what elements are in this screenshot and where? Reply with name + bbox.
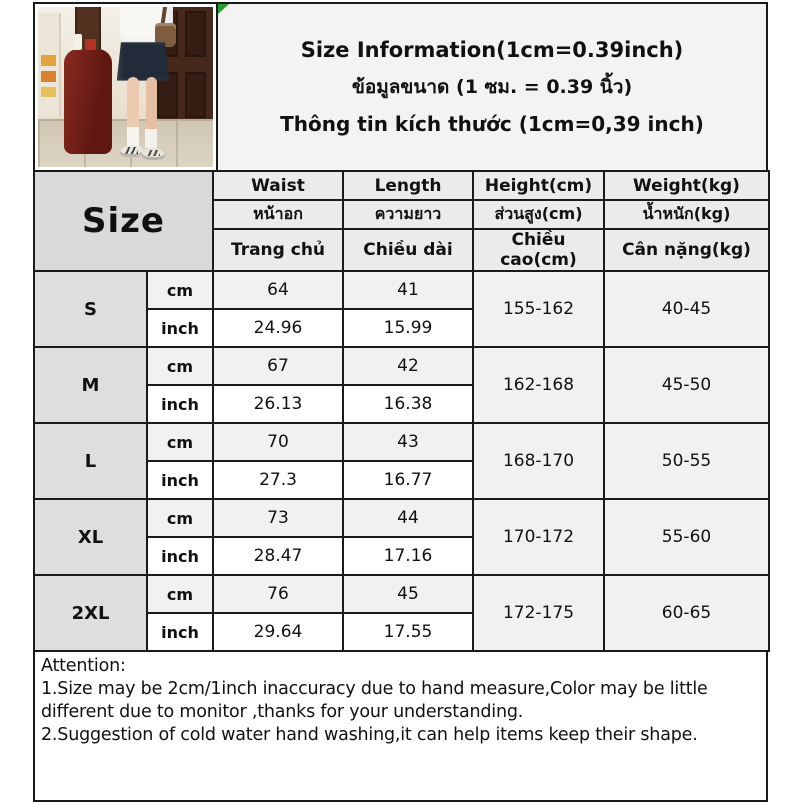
photo-can (85, 39, 96, 51)
length-cm-value: 45 (342, 574, 474, 614)
waist-inch-value: 28.47 (212, 536, 344, 576)
col-header-length-th: ความยาว (342, 199, 474, 230)
model-photo-cell (35, 4, 218, 170)
photo-box (40, 87, 57, 97)
length-inch-value: 16.77 (342, 460, 474, 500)
weight-range: 50-55 (603, 422, 770, 500)
unit-inch: inch (146, 536, 214, 576)
waist-cm-value: 73 (212, 498, 344, 538)
unit-inch: inch (146, 612, 214, 652)
size-label: M (33, 346, 148, 424)
length-inch-value: 15.99 (342, 308, 474, 348)
waist-inch-value: 26.13 (212, 384, 344, 424)
photo-person-leg (127, 77, 139, 132)
photo-person-leg (145, 77, 157, 134)
size-chart-sheet: Size Information(1cm=0.39inch) ข้อมูลขนา… (33, 2, 770, 802)
unit-cm: cm (146, 498, 214, 538)
height-range: 155-162 (472, 270, 605, 348)
size-label: XL (33, 498, 148, 576)
waist-inch-value: 29.64 (212, 612, 344, 652)
waist-cm-value: 70 (212, 422, 344, 462)
attention-heading: Attention: (41, 656, 126, 676)
attention-line-2: 2.Suggestion of cold water hand washing,… (41, 725, 698, 746)
weight-range: 40-45 (603, 270, 770, 348)
waist-cm-value: 64 (212, 270, 344, 310)
length-inch-value: 17.55 (342, 612, 474, 652)
height-range: 170-172 (472, 498, 605, 576)
title-block: Size Information(1cm=0.39inch) ข้อมูลขนา… (218, 4, 766, 170)
size-label: 2XL (33, 574, 148, 652)
length-cm-value: 44 (342, 498, 474, 538)
col-header-height-vi: Chiều cao(cm) (472, 228, 605, 272)
col-header-weight-vi: Cân nặng(kg) (603, 228, 770, 272)
unit-inch: inch (146, 308, 214, 348)
unit-cm: cm (146, 574, 214, 614)
waist-cm-value: 76 (212, 574, 344, 614)
col-header-waist-vi: Trang chủ (212, 228, 344, 272)
photo-pedestal (64, 48, 112, 155)
size-header-cell: Size (33, 170, 214, 272)
unit-inch: inch (146, 460, 214, 500)
photo-box (40, 55, 57, 67)
col-header-waist-th: หน้าอก (212, 199, 344, 230)
size-label: L (33, 422, 148, 500)
photo-box (40, 71, 57, 83)
col-header-length-vi: Chiều dài (342, 228, 474, 272)
photo-person-sock (126, 127, 139, 147)
col-header-height-en: Height(cm) (472, 170, 605, 201)
top-banner: Size Information(1cm=0.39inch) ข้อมูลขนา… (33, 2, 768, 170)
attention-box: Attention: 1.Size may be 2cm/1inch inacc… (33, 652, 768, 802)
green-corner-accent (218, 4, 229, 14)
title-english: Size Information(1cm=0.39inch) (300, 38, 684, 62)
attention-line-1: 1.Size may be 2cm/1inch inaccuracy due t… (41, 679, 708, 723)
photo-person-sock (145, 128, 158, 148)
model-photo (38, 7, 213, 167)
length-inch-value: 16.38 (342, 384, 474, 424)
photo-person-shoe (120, 145, 143, 158)
height-range: 168-170 (472, 422, 605, 500)
col-header-height-th: ส่วนสูง(cm) (472, 199, 605, 230)
door-panel (185, 10, 206, 58)
photo-bag (155, 23, 177, 47)
height-range: 172-175 (472, 574, 605, 652)
col-header-weight-en: Weight(kg) (603, 170, 770, 201)
title-thai: ข้อมูลขนาด (1 ซม. = 0.39 นิ้ว) (351, 76, 633, 98)
title-vietnamese: Thông tin kích thước (1cm=0,39 inch) (280, 112, 704, 136)
unit-inch: inch (146, 384, 214, 424)
photo-bottle (73, 34, 82, 51)
shoe-stripes (124, 147, 139, 154)
height-range: 162-168 (472, 346, 605, 424)
col-header-weight-th: น้ำหนัก(kg) (603, 199, 770, 230)
door-panel (185, 71, 206, 119)
length-cm-value: 41 (342, 270, 474, 310)
photo-person-shoe (142, 147, 165, 160)
size-table: Size Waist Length Height(cm) Weight(kg) … (33, 170, 770, 652)
length-cm-value: 42 (342, 346, 474, 386)
waist-inch-value: 24.96 (212, 308, 344, 348)
waist-inch-value: 27.3 (212, 460, 344, 500)
weight-range: 45-50 (603, 346, 770, 424)
unit-cm: cm (146, 346, 214, 386)
weight-range: 55-60 (603, 498, 770, 576)
size-label: S (33, 270, 148, 348)
weight-range: 60-65 (603, 574, 770, 652)
waist-cm-value: 67 (212, 346, 344, 386)
length-inch-value: 17.16 (342, 536, 474, 576)
photo-person-skirt (116, 42, 170, 81)
col-header-waist-en: Waist (212, 170, 344, 201)
col-header-length-en: Length (342, 170, 474, 201)
unit-cm: cm (146, 422, 214, 462)
shoe-stripes (146, 149, 161, 157)
length-cm-value: 43 (342, 422, 474, 462)
unit-cm: cm (146, 270, 214, 310)
